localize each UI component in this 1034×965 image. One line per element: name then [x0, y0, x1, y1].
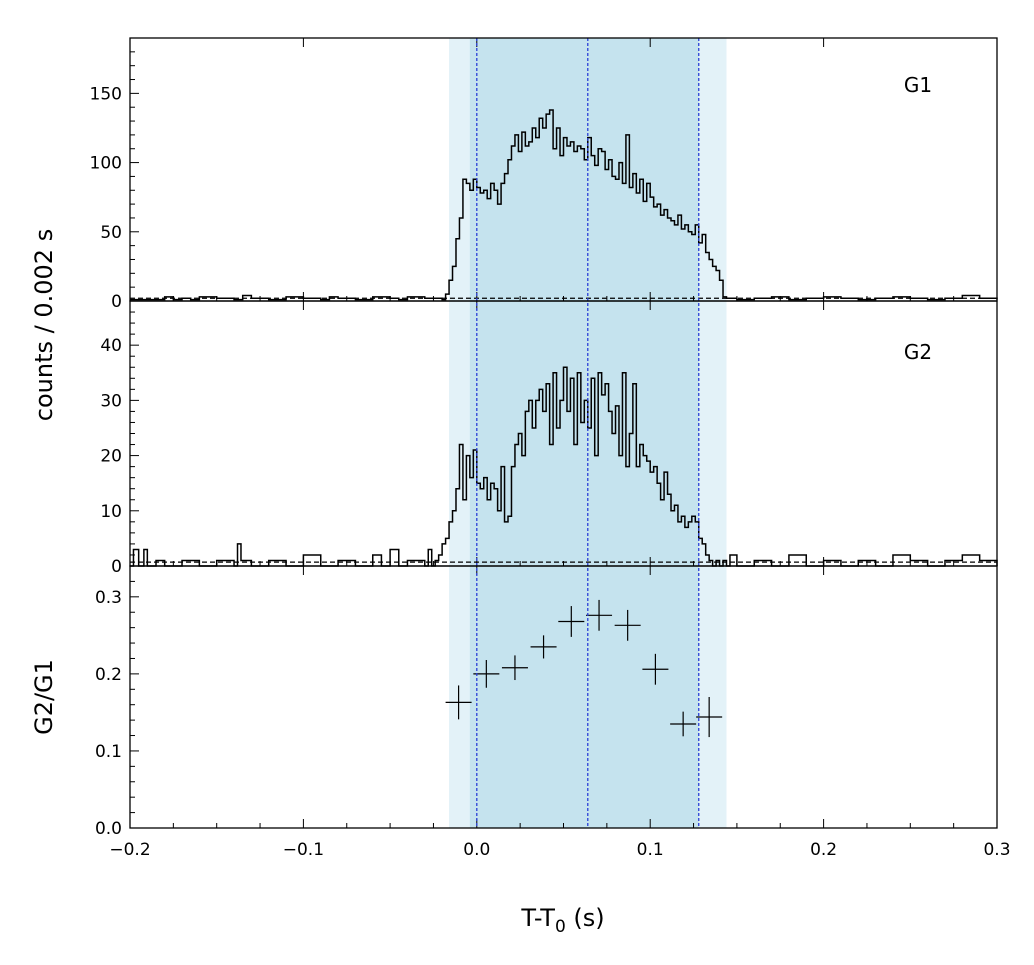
x-tick-label-3: 0.1	[637, 840, 664, 860]
y-tick-label-1-1: 10	[100, 502, 122, 522]
ratio-point-7	[642, 653, 669, 685]
ratio-point-2	[501, 655, 528, 681]
ratio-point-0	[445, 685, 472, 720]
x-tick-label-5: 0.3	[983, 840, 1010, 860]
ratio-point-6	[614, 609, 641, 641]
panels: 0 50 100 150 G1 0 10 20 30 40 G2 0.0 0.1 0.2 0.3	[90, 38, 998, 839]
y-tick-label-1-3: 30	[100, 391, 122, 411]
y-tick-label-2-2: 0.2	[95, 665, 122, 685]
ratio-point-5	[586, 599, 613, 631]
panel-frame-2	[129, 565, 998, 829]
interval-lines	[476, 38, 700, 828]
y-tick-label-0-2: 100	[90, 154, 122, 174]
panel-2: 0.0 0.1 0.2 0.3	[95, 566, 998, 839]
x-tick-label-0: −0.2	[109, 840, 150, 860]
y-tick-label-2-1: 0.1	[95, 742, 122, 762]
y-tick-label-1-2: 20	[100, 447, 122, 467]
y-tick-label-0-3: 150	[90, 84, 122, 104]
panel-frames: −0.2 −0.1 0.0 0.1 0.2 0.3	[109, 37, 1011, 860]
x-tick-label-4: 0.2	[810, 840, 837, 860]
lightcurve-G1-0	[130, 109, 998, 301]
ratio-point-1	[473, 660, 500, 688]
panel-label-G1: G1	[904, 73, 932, 97]
y-tick-label-2-0: 0.0	[95, 819, 122, 839]
y-tick-label-0-0: 0	[111, 292, 122, 312]
panel-label-G2: G2	[904, 340, 932, 364]
ratio-point-3	[530, 635, 557, 659]
y-tick-label-2-3: 0.3	[95, 588, 122, 608]
y-axis-title: counts / 0.002 s	[30, 229, 58, 421]
ratio-point-4	[558, 606, 585, 637]
panel-0: 0 50 100 150 G1	[90, 38, 998, 312]
x-tick-labels: −0.2 −0.1 0.0 0.1 0.2 0.3	[109, 840, 1010, 860]
y-tick-label-1-4: 40	[100, 336, 122, 356]
x-tick-label-2: 0.0	[463, 840, 490, 860]
ratio-axis-title: G2/G1	[30, 659, 58, 735]
y-tick-label-0-1: 50	[100, 223, 122, 243]
ratio-point-9	[696, 697, 723, 738]
x-axis-title: T-T0 (s)	[520, 904, 604, 937]
x-tick-label-1: −0.1	[283, 840, 324, 860]
y-tick-label-1-0: 0	[111, 557, 122, 577]
ratio-point-8	[670, 711, 697, 737]
